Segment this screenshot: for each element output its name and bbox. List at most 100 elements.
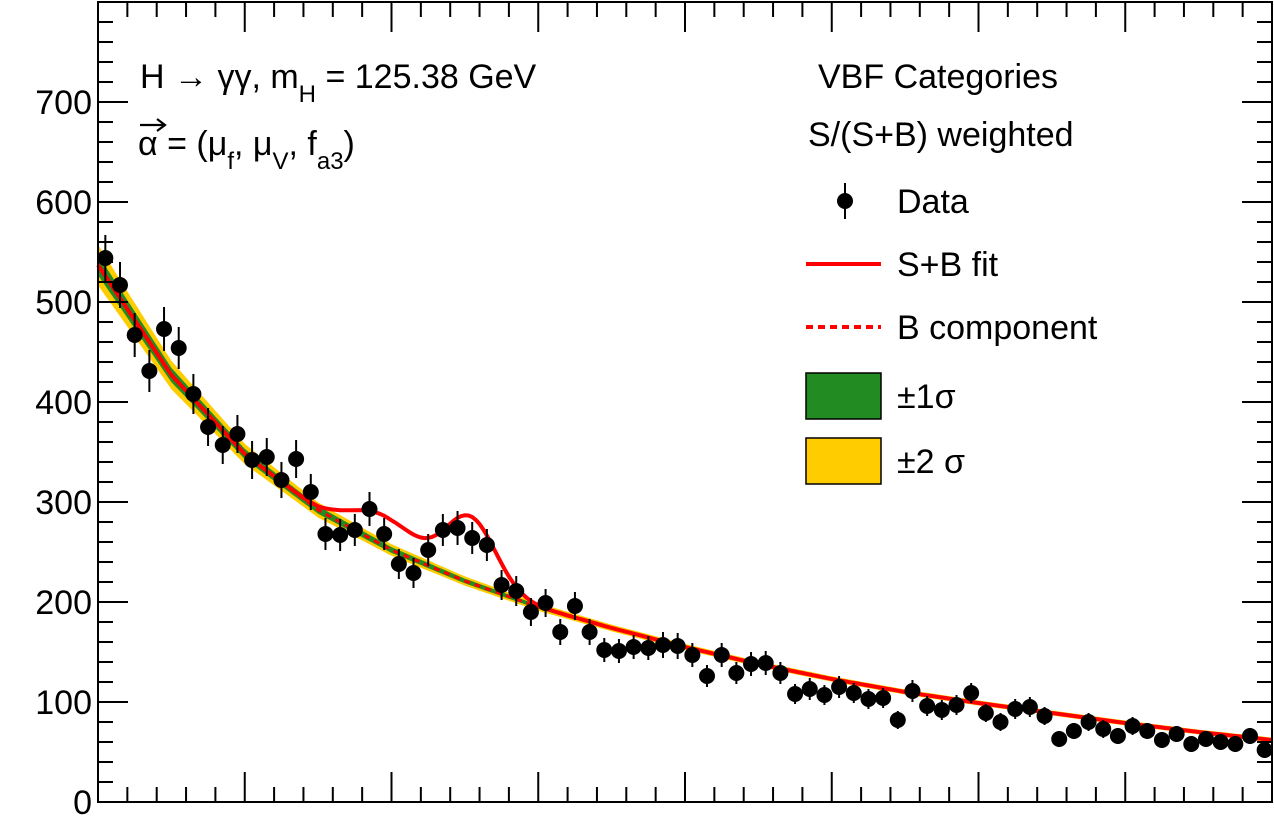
- data-point: [963, 683, 980, 703]
- legend-band2-swatch: [805, 437, 882, 485]
- data-marker: [273, 472, 290, 488]
- data-point: [684, 643, 701, 667]
- data-point: [1183, 736, 1200, 752]
- data-point: [1051, 731, 1068, 747]
- data-marker: [1241, 728, 1258, 744]
- data-point: [1109, 728, 1126, 744]
- data-marker: [772, 665, 789, 681]
- data-marker: [464, 530, 481, 546]
- process-label: H → γγ, mH = 125.38 GeV: [140, 58, 537, 108]
- data-point: [1036, 707, 1053, 725]
- data-point: [1007, 699, 1024, 719]
- data-marker: [713, 647, 730, 663]
- data-marker: [346, 522, 363, 538]
- data-point: [772, 662, 789, 684]
- data-marker: [1051, 731, 1068, 747]
- data-marker: [1021, 699, 1038, 715]
- data-marker: [126, 327, 143, 343]
- data-point: [875, 688, 892, 708]
- data-marker: [625, 639, 642, 655]
- data-point: [713, 643, 730, 667]
- data-point: [948, 695, 965, 715]
- data-point: [302, 474, 319, 510]
- y-tick-label: 200: [35, 584, 92, 622]
- data-marker: [317, 526, 334, 542]
- legend-fit-label: S+B fit: [897, 246, 999, 284]
- data-marker: [508, 583, 525, 599]
- data-point: [1241, 728, 1258, 744]
- legend-bkg-label: B component: [897, 309, 1098, 347]
- mass-subscript: H: [299, 81, 316, 108]
- data-point: [185, 374, 202, 414]
- data-point: [757, 651, 774, 675]
- data-point: [992, 713, 1009, 731]
- data-marker: [1212, 734, 1229, 750]
- data-point: [728, 662, 745, 684]
- data-point: [537, 589, 554, 617]
- data-marker: [845, 685, 862, 701]
- data-point: [493, 570, 510, 600]
- data-point: [919, 696, 936, 716]
- data-marker: [522, 604, 539, 620]
- data-point: [317, 518, 334, 550]
- axis-ticks: [97, 1, 1273, 803]
- data-marker: [1095, 721, 1112, 737]
- data-point: [449, 511, 466, 545]
- y-tick-label: 100: [35, 684, 92, 722]
- data-point: [214, 426, 231, 464]
- data-marker: [185, 386, 202, 402]
- data-point: [170, 327, 187, 369]
- legend-band1-label: ±1σ: [897, 378, 956, 416]
- data-point: [390, 549, 407, 579]
- data-marker: [1080, 714, 1097, 730]
- data-point: [904, 680, 921, 702]
- data-point: [860, 689, 877, 709]
- data-point: [933, 700, 950, 720]
- data-point: [464, 522, 481, 554]
- data-point: [669, 633, 686, 659]
- data-marker: [860, 691, 877, 707]
- data-marker: [831, 679, 848, 695]
- data-point: [1139, 723, 1156, 739]
- data-marker: [596, 642, 613, 658]
- data-marker: [1168, 726, 1185, 742]
- data-point: [1227, 736, 1244, 752]
- data-marker: [787, 686, 804, 702]
- data-marker: [288, 451, 305, 467]
- data-point: [596, 638, 613, 662]
- data-point: [508, 576, 525, 606]
- data-point: [273, 462, 290, 498]
- data-point: [552, 619, 569, 645]
- data-point: [258, 438, 275, 476]
- data-point: [1124, 717, 1141, 735]
- data-marker: [1183, 736, 1200, 752]
- data-point: [831, 676, 848, 698]
- data-marker: [112, 277, 129, 293]
- data-point: [581, 619, 598, 645]
- data-point: [1065, 723, 1082, 739]
- data-point: [522, 598, 539, 626]
- data-marker: [405, 565, 422, 581]
- data-marker: [244, 452, 261, 468]
- legend-data-label: Data: [897, 183, 969, 221]
- data-point: [478, 529, 495, 561]
- data-point: [332, 519, 349, 551]
- data-marker: [669, 638, 686, 654]
- data-marker: [332, 527, 349, 543]
- data-point: [434, 514, 451, 546]
- data-point: [743, 652, 760, 676]
- y-tick-label: 0: [73, 784, 92, 819]
- data-point: [229, 415, 246, 453]
- data-point: [889, 711, 906, 729]
- y-tick-label: 400: [35, 384, 92, 422]
- data-point: [126, 313, 143, 357]
- data-marker: [1065, 723, 1082, 739]
- data-marker: [302, 484, 319, 500]
- data-point: [625, 635, 642, 659]
- legend: VBF Categories S/(S+B) weighted Data S+B…: [805, 58, 1098, 485]
- data-marker: [390, 556, 407, 572]
- data-point: [801, 678, 818, 700]
- data-marker: [654, 637, 671, 653]
- alpha-vector-arrow-icon: [140, 118, 167, 132]
- data-point: [420, 534, 437, 566]
